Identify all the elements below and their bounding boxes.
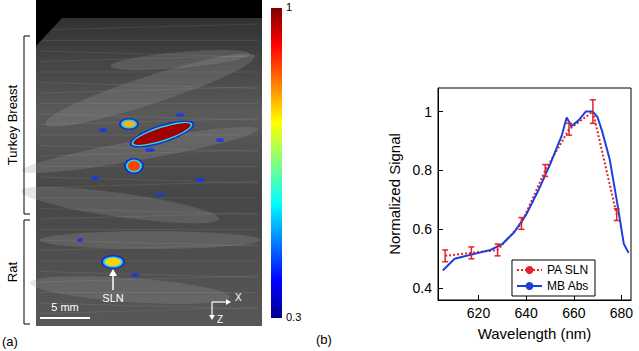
svg-text:5 mm: 5 mm (51, 301, 79, 313)
svg-text:(b): (b) (316, 332, 332, 347)
svg-text:1: 1 (424, 104, 432, 120)
svg-text:X: X (235, 292, 242, 303)
svg-text:680: 680 (610, 305, 634, 321)
svg-text:620: 620 (467, 305, 491, 321)
svg-text:660: 660 (562, 305, 586, 321)
svg-text:Rat: Rat (5, 261, 20, 282)
svg-text:1: 1 (286, 1, 292, 13)
svg-text:0.8: 0.8 (413, 162, 433, 178)
svg-text:PA SLN: PA SLN (547, 263, 588, 277)
svg-text:MB Abs: MB Abs (547, 279, 588, 293)
svg-text:0.4: 0.4 (413, 280, 433, 296)
svg-text:640: 640 (514, 305, 538, 321)
svg-text:Normalized Signal: Normalized Signal (386, 133, 403, 255)
svg-text:0.3: 0.3 (286, 311, 301, 323)
svg-text:Z: Z (217, 314, 223, 325)
svg-text:Wavelength (nm): Wavelength (nm) (478, 325, 592, 342)
svg-text:(a): (a) (2, 334, 18, 349)
svg-text:0.6: 0.6 (413, 221, 433, 237)
svg-text:SLN: SLN (102, 292, 123, 304)
svg-text:Turkey Breast: Turkey Breast (5, 84, 20, 165)
